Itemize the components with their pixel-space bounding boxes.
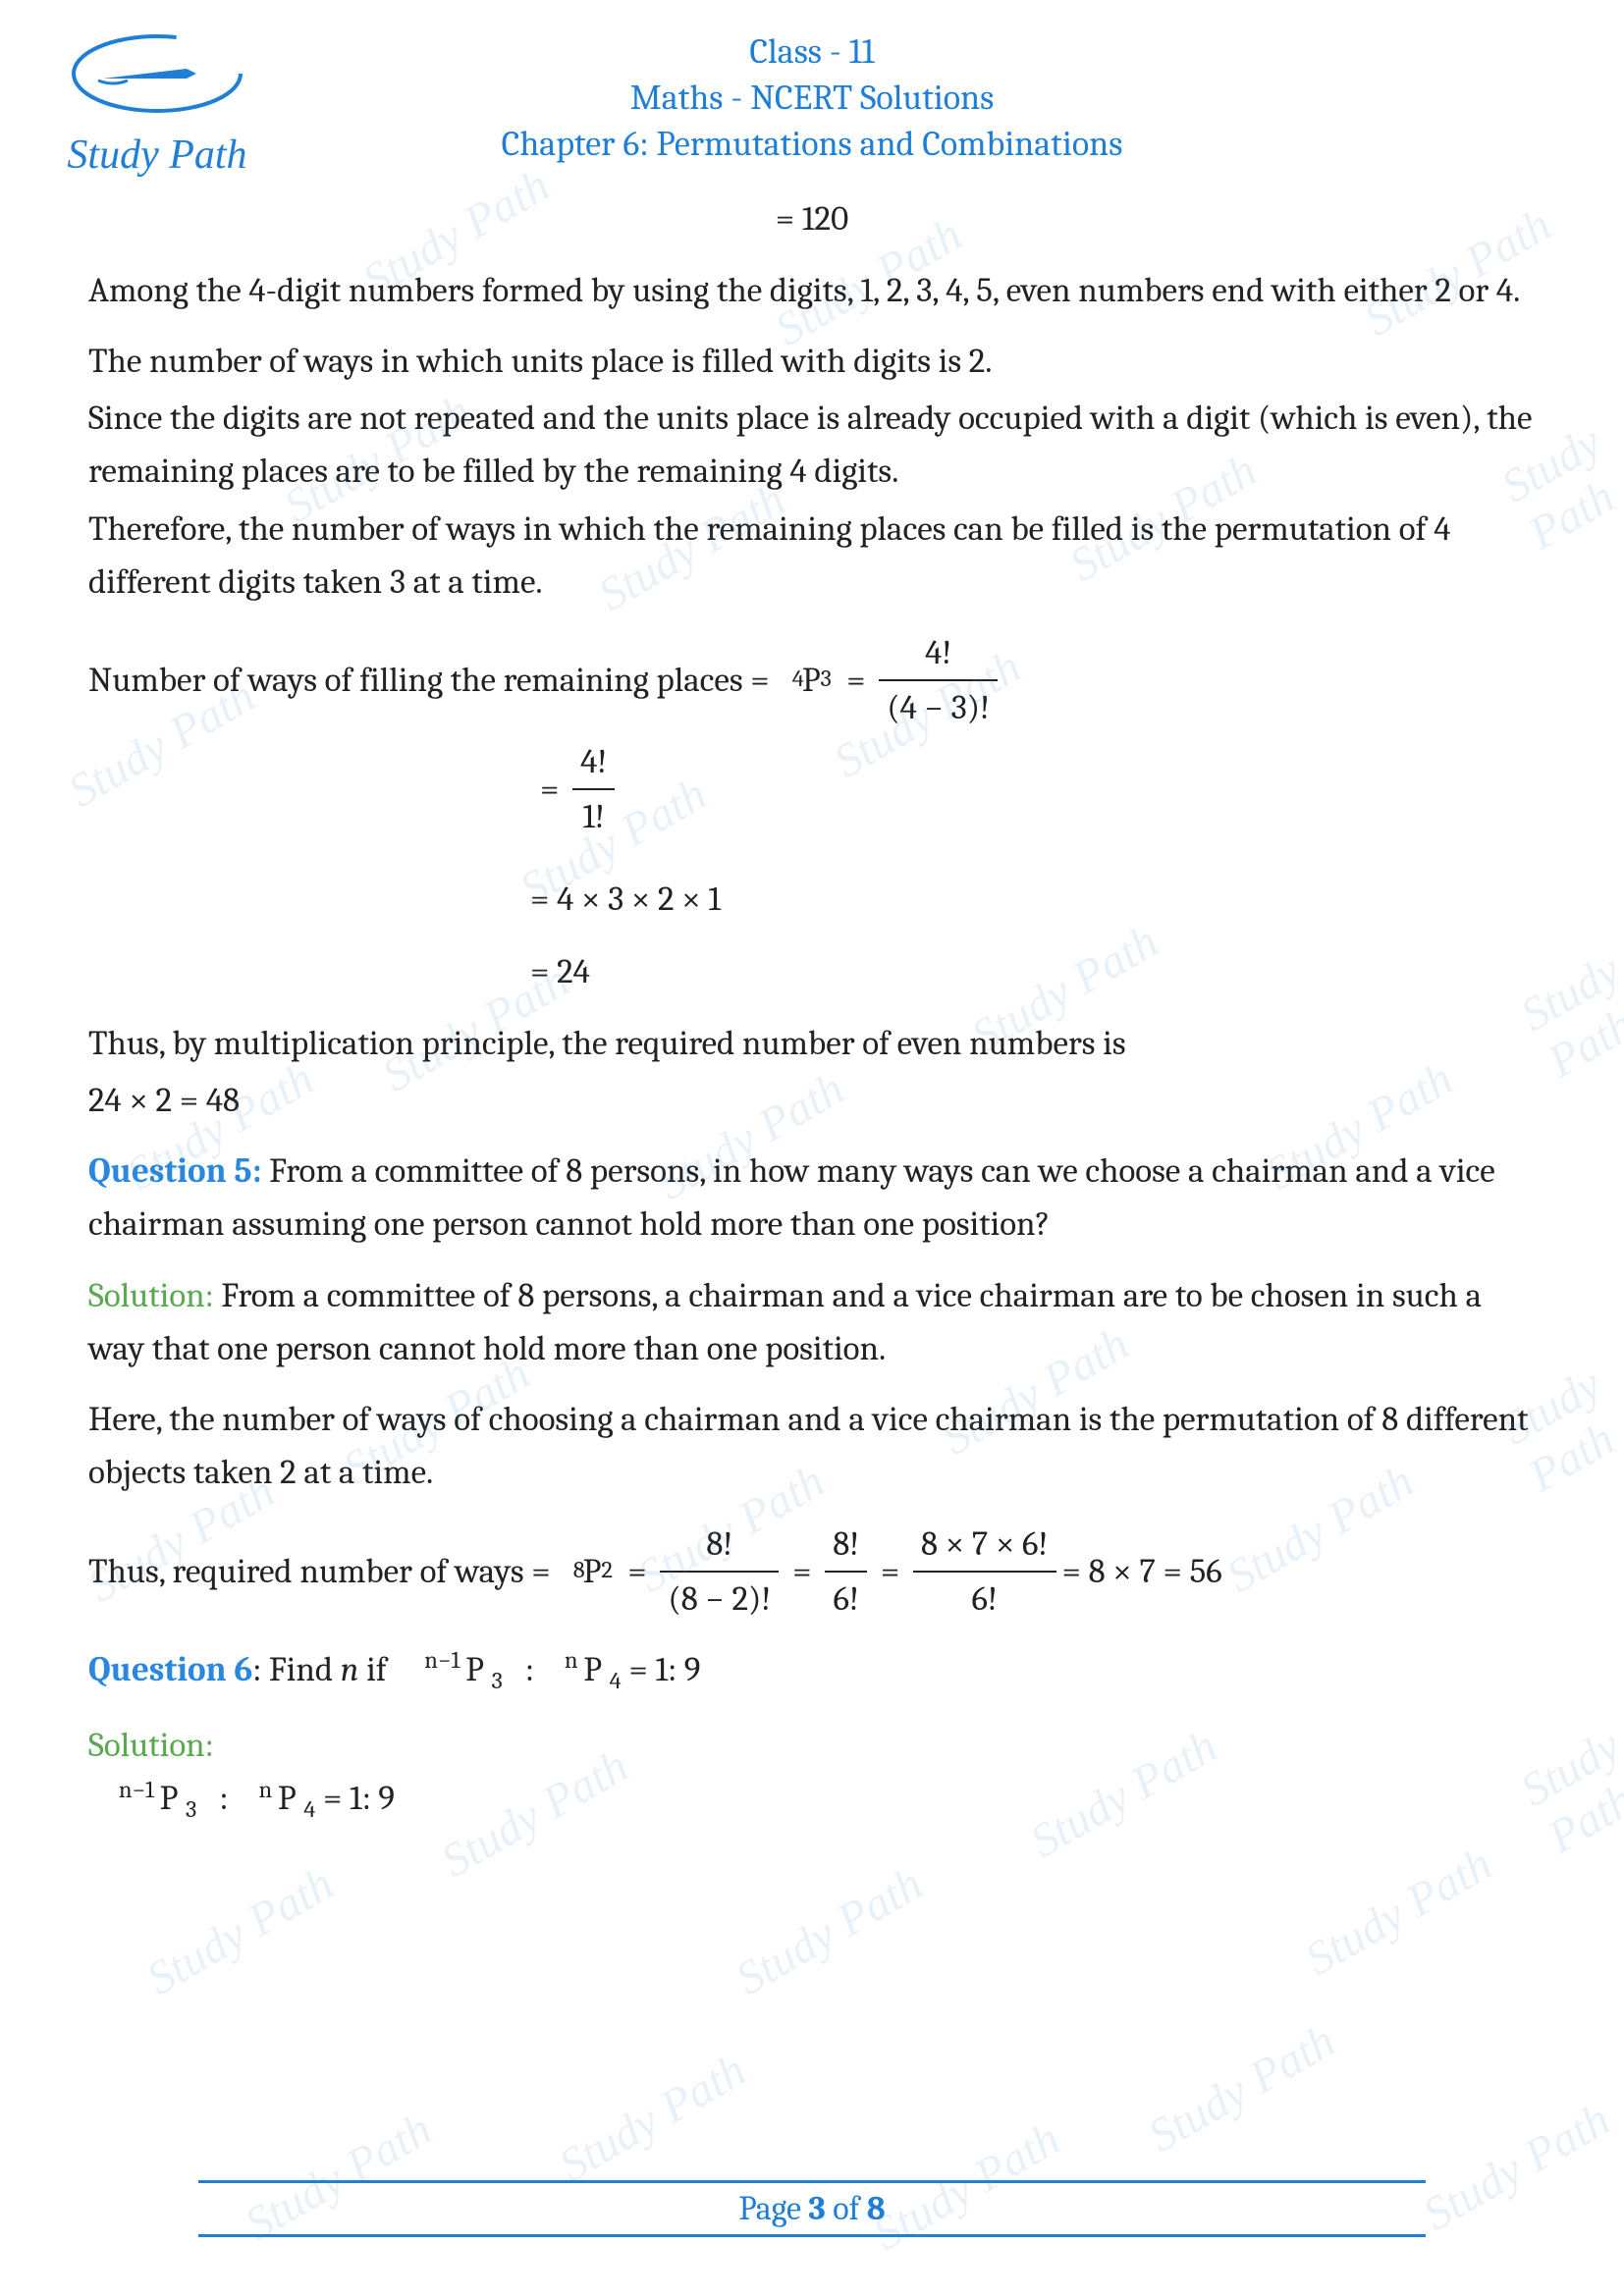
perm-P: P [160,1778,179,1818]
text-line: Since the digits are not repeated and th… [88,392,1536,499]
fraction: 4! 1! [572,735,615,844]
page-of: of [826,2189,867,2228]
page-content: = 120 Among the 4-digit numbers formed b… [0,167,1624,1830]
watermark: Study Path [137,1856,343,2005]
perm-P: P [278,1778,297,1818]
paragraph: Among the 4-digit numbers formed by usin… [88,264,1536,317]
solution-text: From a committee of 8 persons, a chairma… [88,1275,1482,1368]
text-line: 24 × 2 = 48 [88,1074,1536,1127]
equation-tail: = 8 × 7 = 56 [1062,1545,1222,1598]
question-label: Question 5: [88,1150,261,1191]
watermark: Study Path [1296,1837,1501,1986]
text-line: Therefore, the number of ways in which t… [88,503,1536,610]
denominator: (4 − 3)! [879,681,998,734]
perm-subscript: 4 [303,1796,315,1824]
perm-P: P [583,1545,602,1598]
equation-line: = 4 × 3 × 2 × 1 [530,873,1536,926]
perm-subscript: 3 [820,662,831,699]
equation-prefix: Thus, required number of ways = [88,1545,551,1598]
fraction: 8! (8 − 2)! [660,1518,779,1627]
watermark: Study Path [550,2043,755,2192]
fraction: 8 × 7 × 6! 6! [913,1518,1056,1627]
perm-superscript: n−1 [119,1777,154,1804]
ratio-colon: : [510,1649,557,1689]
numerator: 8 × 7 × 6! [913,1518,1056,1573]
text-line: The number of ways in which units place … [88,335,1536,388]
solution-text: Here, the number of ways of choosing a c… [88,1393,1536,1500]
solution-label: Solution: [88,1719,1536,1772]
perm-superscript: n [565,1647,578,1675]
equals: = [785,1545,819,1598]
numerator: 8! [825,1518,867,1573]
paragraph-block: The number of ways in which units place … [88,335,1536,609]
equation-prefix: Number of ways of filling the remaining … [88,654,770,707]
equals: = [540,763,567,816]
denominator: 6! [825,1573,867,1626]
denominator: (8 − 2)! [660,1573,779,1626]
numerator: 4! [572,735,615,790]
numerator: 8! [660,1518,779,1573]
perm-subscript: 2 [601,1553,613,1590]
ratio-colon: : [204,1778,251,1818]
question-text: From a committee of 8 persons, in how ma… [88,1150,1495,1244]
page-header: Study Path Class - 11 Maths - NCERT Solu… [0,0,1624,167]
perm-subscript: 4 [610,1668,622,1695]
numerator: 4! [879,626,998,681]
equation-tail: = 1: 9 [323,1778,395,1818]
equation-line: n−1 P 3 : n P 4 = 1: 9 [88,1772,1536,1830]
solution-6: Solution: n−1 P 3 : n P 4 = 1: 9 [88,1719,1536,1830]
equation-row: = 4! 1! [540,735,1536,844]
solution-label: Solution: [88,1275,214,1315]
watermark: Study Path [1139,2013,1344,2163]
question-label: Question 6 [88,1649,252,1689]
colon-text: : Find [252,1649,341,1689]
equation-row: Thus, required number of ways = 8 P 2 = … [88,1518,1536,1627]
variable-n: n [341,1649,359,1689]
equation-result-120: = 120 [88,192,1536,245]
fraction: 4! (4 − 3)! [879,626,998,735]
question-5: Question 5: From a committee of 8 person… [88,1145,1536,1252]
equals: = [613,1545,655,1598]
perm-P: P [465,1649,484,1689]
perm-superscript: n [258,1777,272,1804]
page-footer: Page 3 of 8 [0,2180,1624,2237]
perm-subscript: 3 [491,1668,502,1695]
equals: = [832,654,874,707]
if-text: if [358,1649,386,1689]
solution-5: Solution: From a committee of 8 persons,… [88,1269,1536,1376]
text-line: Thus, by multiplication principle, the r… [88,1017,1536,1070]
logo: Study Path [59,29,255,179]
page-word: Page [738,2189,808,2228]
perm-superscript: n−1 [424,1647,460,1675]
page-current: 3 [809,2189,826,2228]
page-total: 8 [867,2189,886,2228]
perm-P: P [583,1649,602,1689]
denominator: 1! [572,790,615,843]
denominator: 6! [913,1573,1056,1626]
paragraph-block: Thus, by multiplication principle, the r… [88,1017,1536,1128]
perm-P: P [802,654,821,707]
equation-tail: = 1: 9 [628,1649,700,1689]
perm-subscript: 3 [186,1796,196,1824]
equation-row: Number of ways of filling the remaining … [88,626,1536,735]
watermark: Study Path [727,1856,932,2005]
question-6: Question 6: Find n if n−1 P 3 : n P 4 = … [88,1643,1536,1701]
fraction: 8! 6! [825,1518,867,1627]
logo-text: Study Path [59,132,255,179]
equation-line: = 24 [530,945,1536,998]
logo-pen-icon [59,29,255,128]
footer-bar: Page 3 of 8 [198,2180,1425,2237]
equals: = [873,1545,907,1598]
